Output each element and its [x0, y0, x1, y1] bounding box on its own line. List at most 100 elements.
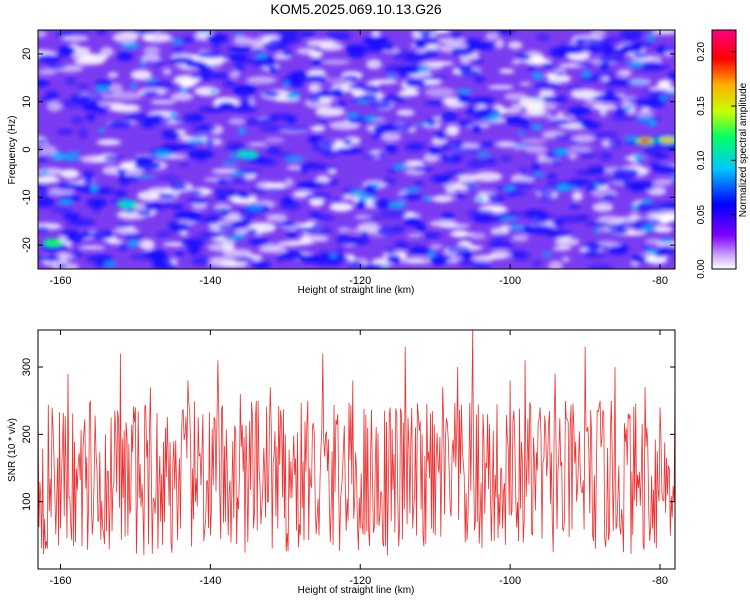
heatmap-field [38, 30, 675, 269]
heatmap-cell [590, 132, 618, 138]
heatmap-cell [380, 177, 397, 185]
heatmap-cell [229, 170, 246, 176]
heatmap-cell [582, 70, 591, 78]
heatmap-cell [230, 53, 251, 58]
heatmap-cell [91, 204, 102, 213]
heatmap-cell [58, 199, 73, 205]
top-x-tick-label: -120 [349, 275, 371, 287]
heatmap-cell [123, 207, 137, 213]
heatmap-cell [632, 52, 650, 59]
heatmap-cell [363, 152, 378, 159]
heatmap-cell [38, 182, 47, 188]
heatmap-cell [347, 52, 366, 58]
heatmap-cell [641, 198, 653, 204]
heatmap-cell [556, 184, 570, 191]
heatmap-cell [188, 133, 209, 138]
heatmap-cell [337, 227, 351, 233]
heatmap-cell [456, 88, 473, 94]
heatmap-cell [341, 75, 359, 81]
heatmap-cell [561, 256, 570, 262]
heatmap-cell [477, 190, 496, 195]
heatmap-cell [433, 194, 452, 203]
heatmap-cell [335, 147, 364, 154]
heatmap-cell [38, 226, 50, 234]
heatmap-cell [247, 142, 268, 147]
heatmap-cell [599, 151, 612, 161]
heatmap-cell [425, 100, 446, 106]
heatmap-cell [175, 251, 184, 257]
heatmap-cell [79, 245, 106, 250]
heatmap-cell [471, 214, 493, 223]
heatmap-cell [130, 69, 152, 81]
heatmap-cell [170, 39, 183, 44]
heatmap-cell [282, 82, 290, 87]
heatmap-cell [448, 32, 464, 40]
heatmap-cell [216, 178, 229, 185]
heatmap-cell [591, 72, 617, 78]
heatmap-cell [518, 224, 536, 234]
heatmap-cell [311, 58, 323, 66]
heatmap-cell [277, 221, 298, 228]
heatmap-cell [342, 194, 352, 200]
heatmap-cell [148, 113, 165, 121]
heatmap-cell [460, 181, 478, 186]
heatmap-cell [415, 223, 427, 233]
heatmap-cell [613, 107, 627, 114]
heatmap-cell [286, 231, 298, 239]
heatmap-cell [277, 241, 303, 247]
heatmap-cell [623, 136, 639, 141]
heatmap-cell [79, 53, 109, 61]
heatmap-cell [534, 82, 562, 91]
heatmap-cell [72, 183, 92, 192]
heatmap-cell [85, 103, 102, 112]
heatmap-cell [312, 221, 324, 229]
heatmap-cell [471, 123, 483, 133]
heatmap-cell [38, 175, 61, 183]
heatmap-cell [276, 30, 302, 35]
heatmap-cell [545, 174, 558, 179]
heatmap-cell [316, 118, 329, 125]
heatmap-cell [636, 66, 663, 72]
heatmap-cell [392, 50, 415, 61]
heatmap-cell [386, 74, 397, 79]
heatmap-cell [238, 128, 246, 135]
heatmap-cell [532, 124, 543, 130]
heatmap-cell [120, 233, 146, 240]
heatmap-cell [476, 195, 484, 203]
heatmap-cell [56, 263, 68, 269]
heatmap-cell [186, 149, 215, 159]
heatmap-cell [325, 255, 350, 263]
heatmap-cell [403, 216, 422, 227]
heatmap-cell [238, 97, 251, 103]
heatmap-cell [38, 154, 48, 163]
heatmap-feature-core [639, 138, 652, 144]
heatmap-cell [57, 129, 74, 135]
heatmap-cell [264, 137, 285, 143]
heatmap-cell [225, 142, 246, 152]
heatmap-cell [593, 182, 600, 188]
heatmap-cell [643, 146, 662, 156]
heatmap-cell [281, 125, 310, 132]
heatmap-cell [487, 194, 505, 203]
top-y-tick-label: 10 [21, 96, 33, 108]
heatmap-cell [357, 222, 381, 233]
heatmap-cell [603, 88, 616, 96]
heatmap-cell [260, 30, 283, 35]
heatmap-cell [113, 227, 140, 235]
heatmap-cell [262, 90, 280, 98]
heatmap-cell [137, 190, 161, 201]
heatmap-cell [67, 218, 96, 226]
heatmap-cell [618, 244, 629, 254]
heatmap-cell [556, 216, 582, 223]
heatmap-cell [307, 84, 319, 92]
top-x-tick-label: -160 [49, 275, 71, 287]
heatmap-cell [40, 97, 55, 102]
heatmap-cell [546, 116, 575, 121]
heatmap-cell [552, 246, 572, 251]
heatmap-cell [141, 32, 172, 43]
heatmap-cell [135, 175, 155, 179]
heatmap-cell [232, 232, 246, 240]
heatmap-cell [67, 151, 81, 155]
heatmap-cell [655, 245, 675, 256]
top-y-tick-label: -10 [21, 189, 33, 205]
